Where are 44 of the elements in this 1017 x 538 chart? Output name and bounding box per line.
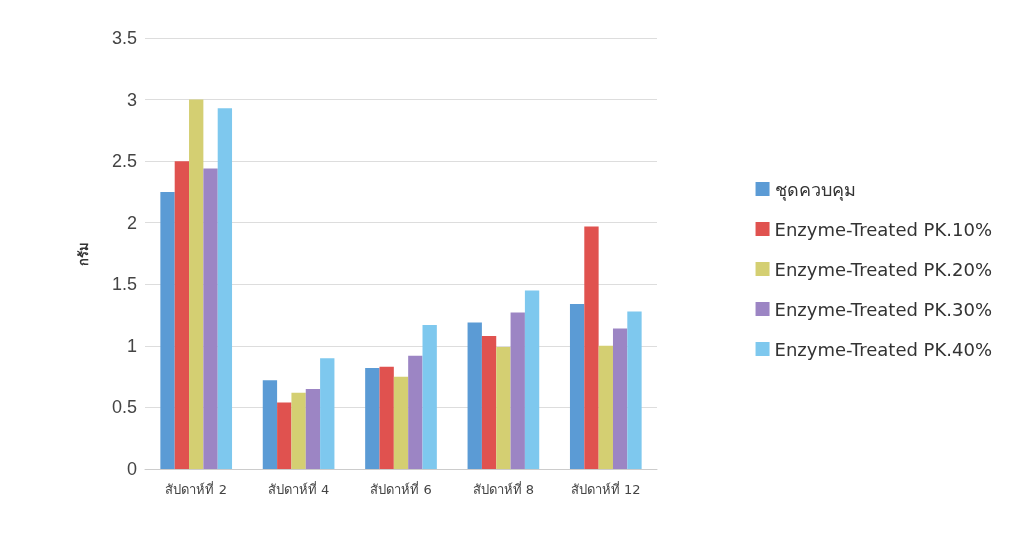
y-tick-label: 3 [126,89,137,110]
y-axis-title: กรัม [76,241,91,266]
y-tick-label: 0.5 [111,397,137,418]
bar [481,336,497,469]
bar [365,368,380,469]
legend-label: Enzyme-Treated PK.10% [774,218,993,240]
bar [320,358,335,469]
legend-label: Enzyme-Treated PK.20% [774,258,993,280]
x-tick-label: สัปดาห์ที่ 4 [267,481,330,497]
bar [408,355,423,469]
bar [598,345,613,469]
y-tick-label: 2.5 [111,151,137,172]
bar [612,328,628,469]
bar [496,347,511,469]
legend-label: ชุดควบคุม [774,178,856,201]
legend-label: Enzyme-Treated PK.30% [774,298,993,320]
bar [203,168,218,469]
bar [584,226,599,469]
bar [189,99,204,469]
y-tick-label: 2 [126,212,137,233]
bar [174,161,190,469]
y-tick-label: 1.5 [111,274,137,295]
bar [524,290,540,469]
bar [569,303,585,469]
bar [510,312,525,469]
bar [291,392,306,469]
bar [627,311,642,469]
bar [467,322,482,469]
x-tick-label: สัปดาห์ที่ 8 [472,481,535,497]
bar [422,324,437,469]
bar [217,108,233,469]
bar [393,376,409,469]
legend-label: Enzyme-Treated PK.40% [774,338,993,360]
bar [277,402,292,469]
bar [160,191,175,469]
x-tick-label: สัปดาห์ที่ 2 [165,481,227,497]
bar [262,380,278,469]
bar [379,366,394,469]
x-tick-label: สัปดาห์ที่ 6 [370,481,432,497]
bar [305,388,321,469]
y-tick-label: 3.5 [111,28,137,48]
y-tick-label: 0 [126,459,137,479]
x-tick-label: สัปดาห์ที่ 12 [570,481,641,497]
y-tick-label: 1 [126,335,137,356]
